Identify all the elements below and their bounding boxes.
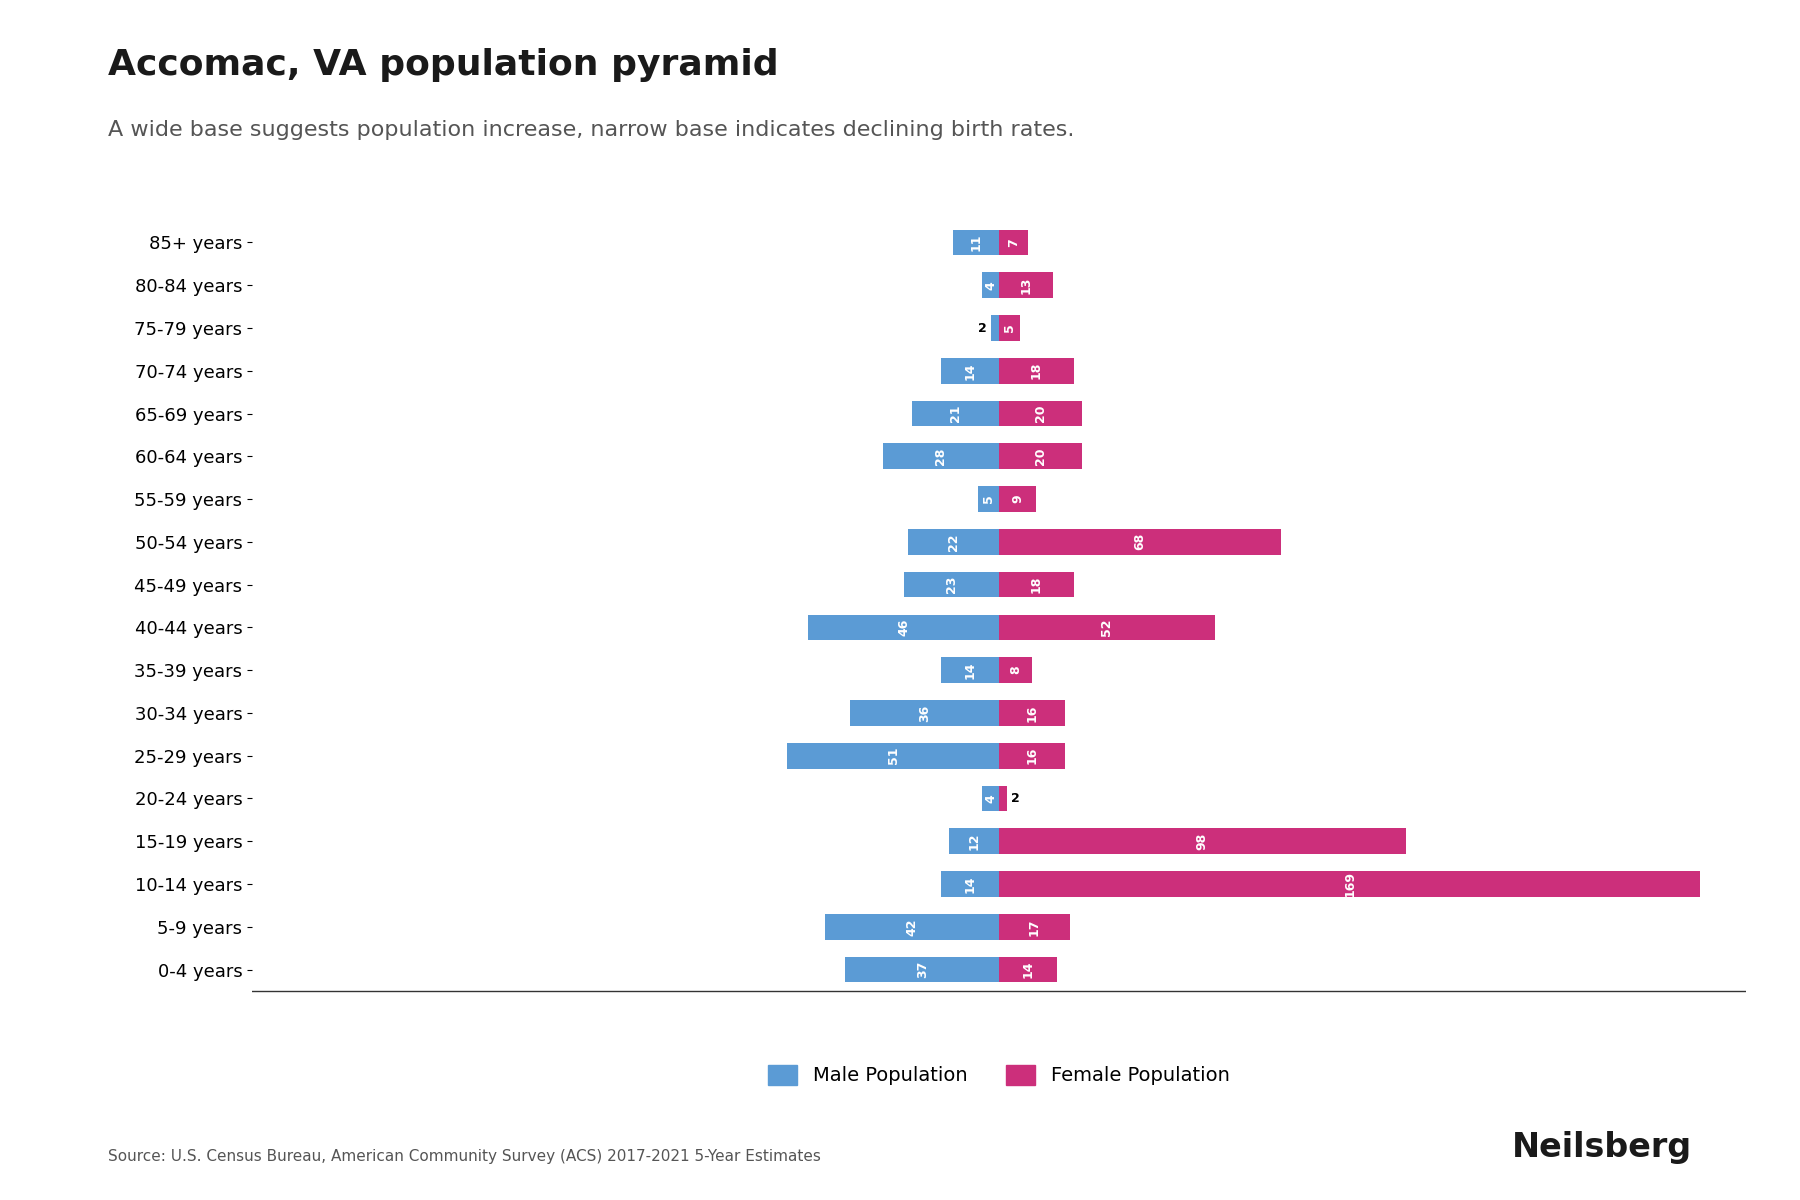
Bar: [941, 358, 999, 384]
Text: 51: 51: [887, 746, 900, 764]
Text: 7: 7: [1006, 238, 1021, 247]
Text: 8: 8: [1010, 666, 1022, 674]
Text: 169: 169: [1343, 871, 1355, 896]
Bar: [999, 956, 1057, 983]
Bar: [990, 316, 999, 341]
Text: 42: 42: [905, 918, 918, 936]
Bar: [999, 786, 1008, 811]
Bar: [824, 914, 999, 940]
Bar: [954, 229, 999, 256]
Bar: [999, 658, 1031, 683]
Text: 17: 17: [1028, 918, 1040, 936]
Text: A wide base suggests population increase, narrow base indicates declining birth : A wide base suggests population increase…: [108, 120, 1075, 140]
Bar: [999, 871, 1701, 896]
Text: 5: 5: [1003, 324, 1015, 332]
Bar: [999, 272, 1053, 298]
Bar: [787, 743, 999, 768]
Bar: [907, 529, 999, 554]
Bar: [999, 743, 1066, 768]
Text: 16: 16: [1026, 748, 1039, 764]
Text: 23: 23: [945, 576, 958, 593]
Bar: [999, 358, 1073, 384]
Text: 12: 12: [968, 833, 981, 850]
Bar: [913, 401, 999, 426]
Text: 20: 20: [1033, 448, 1048, 466]
Text: 52: 52: [1100, 619, 1114, 636]
Text: 13: 13: [1019, 276, 1033, 294]
Bar: [999, 914, 1069, 940]
Text: Source: U.S. Census Bureau, American Community Survey (ACS) 2017-2021 5-Year Est: Source: U.S. Census Bureau, American Com…: [108, 1150, 821, 1164]
Text: 18: 18: [1030, 362, 1042, 379]
Bar: [808, 614, 999, 641]
Text: 9: 9: [1012, 494, 1024, 503]
Bar: [850, 700, 999, 726]
Text: 98: 98: [1195, 833, 1210, 850]
Bar: [999, 529, 1282, 554]
Text: 11: 11: [970, 234, 983, 251]
Bar: [949, 828, 999, 854]
Bar: [999, 316, 1021, 341]
Bar: [904, 571, 999, 598]
Text: 18: 18: [1030, 576, 1042, 593]
Text: 14: 14: [963, 875, 976, 893]
Bar: [999, 828, 1406, 854]
Text: 68: 68: [1134, 533, 1147, 551]
Bar: [983, 272, 999, 298]
Bar: [999, 614, 1215, 641]
Bar: [941, 871, 999, 896]
Legend: Male Population, Female Population: Male Population, Female Population: [760, 1057, 1238, 1093]
Bar: [999, 486, 1037, 512]
Text: Neilsberg: Neilsberg: [1512, 1130, 1692, 1164]
Text: 28: 28: [934, 448, 947, 464]
Bar: [977, 486, 999, 512]
Text: 21: 21: [949, 404, 961, 422]
Bar: [999, 401, 1082, 426]
Bar: [999, 444, 1082, 469]
Text: 20: 20: [1033, 404, 1048, 422]
Bar: [983, 786, 999, 811]
Text: 4: 4: [985, 794, 997, 803]
Text: 14: 14: [963, 362, 976, 379]
Text: 14: 14: [963, 661, 976, 679]
Text: 2: 2: [977, 322, 986, 335]
Text: 46: 46: [896, 619, 911, 636]
Text: 22: 22: [947, 533, 959, 551]
Text: 2: 2: [1012, 792, 1021, 805]
Text: 4: 4: [985, 281, 997, 289]
Text: 16: 16: [1026, 704, 1039, 721]
Bar: [941, 658, 999, 683]
Bar: [999, 571, 1073, 598]
Bar: [882, 444, 999, 469]
Text: 14: 14: [1022, 961, 1035, 978]
Text: 37: 37: [916, 961, 929, 978]
Bar: [999, 700, 1066, 726]
Text: 36: 36: [918, 704, 931, 721]
Bar: [999, 229, 1028, 256]
Text: 5: 5: [983, 494, 995, 504]
Text: Accomac, VA population pyramid: Accomac, VA population pyramid: [108, 48, 779, 82]
Bar: [846, 956, 999, 983]
